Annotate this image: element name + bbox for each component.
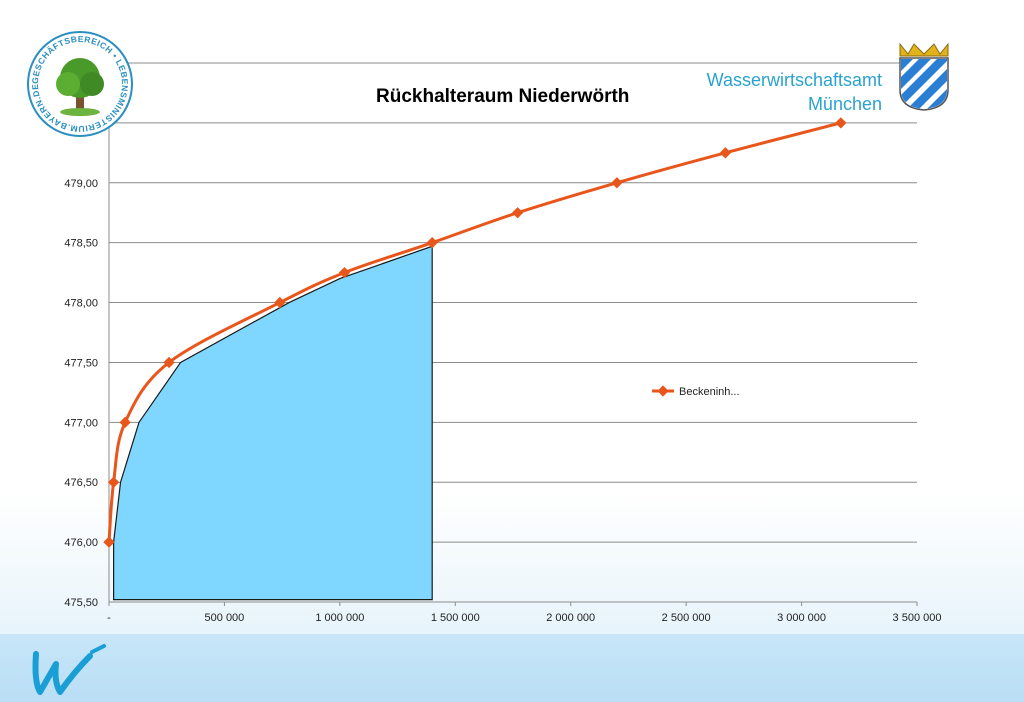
x-tick-label: 2 000 000 — [546, 612, 595, 624]
x-tick-label: 1 000 000 — [315, 612, 364, 624]
y-tick-label: 476,00 — [64, 537, 98, 549]
data-point-marker — [835, 117, 847, 129]
x-tick-label: 500 000 — [205, 612, 245, 624]
retention-volume-area — [113, 245, 433, 601]
bavarian-crest-icon — [899, 42, 949, 111]
y-tick-label: 479,00 — [64, 178, 98, 190]
x-tick-label: 1 500 000 — [431, 612, 480, 624]
data-point-marker — [163, 356, 175, 369]
legend-marker — [657, 385, 669, 397]
legend-label: Beckeninh... — [679, 386, 740, 398]
agency-line-1: Wasserwirtschaftsamt — [706, 70, 882, 90]
data-point-marker — [103, 536, 115, 548]
data-point-marker — [611, 177, 623, 189]
y-tick-label: 477,00 — [64, 417, 98, 429]
ministry-seal-logo: GESCHÄFTSBEREICH • LEBENSMINISTERIUM.BAY… — [24, 28, 133, 137]
data-point-marker — [107, 476, 120, 488]
footer-band — [0, 634, 1024, 702]
data-point-marker — [511, 207, 524, 219]
x-tick-labels: - 500 000 1 000 000 1 500 000 2 000 000 2 500… — [107, 612, 941, 624]
y-tick-label: 476,50 — [64, 477, 98, 489]
data-point-marker — [119, 416, 131, 428]
data-point-marker — [274, 296, 286, 309]
chart-svg: - 500 000 1 000 000 1 500 000 2 000 000 2 500… — [64, 58, 941, 624]
chart-title: Rückhalteraum Niederwörth — [376, 86, 630, 107]
x-tick-label: 3 500 000 — [893, 612, 942, 624]
x-tick-label: 2 500 000 — [662, 612, 711, 624]
data-point-marker — [426, 237, 438, 249]
agency-line-2: München — [807, 94, 882, 114]
y-tick-label: 475,50 — [64, 597, 98, 609]
fill-area-layer — [113, 245, 433, 601]
x-tick-label: 3 000 000 — [777, 612, 826, 624]
y-tick-label: 478,00 — [64, 298, 98, 310]
legend: Beckeninh... — [652, 385, 740, 398]
data-point-marker — [338, 266, 351, 279]
x-tick-label: - — [107, 612, 111, 624]
agency-name: Wasserwirtschaftsamt München — [707, 68, 882, 116]
y-tick-label: 477,50 — [64, 357, 98, 369]
y-tick-label: 478,50 — [64, 238, 98, 250]
data-point-marker — [719, 147, 732, 159]
wwa-w-logo-icon — [32, 644, 106, 695]
y-tick-labels: 475,50 476,00 476,50 477,00 477,50 478,00 478,… — [64, 58, 98, 609]
